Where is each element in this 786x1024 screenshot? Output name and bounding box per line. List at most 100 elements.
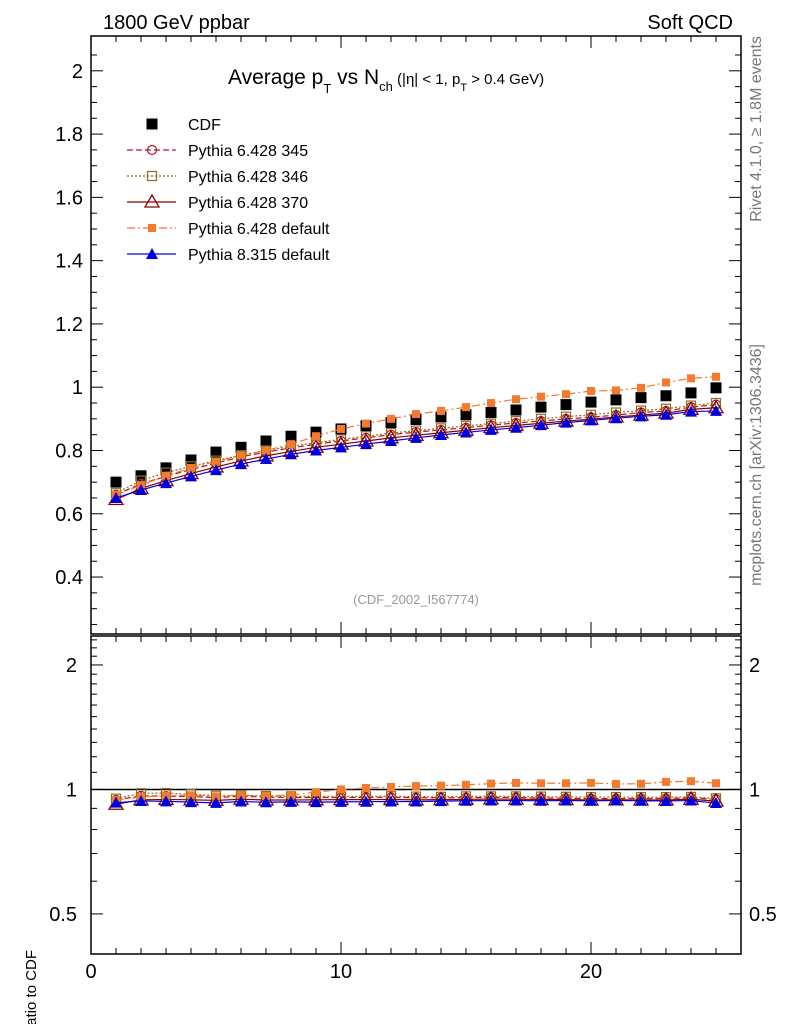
main-data-point: [637, 383, 645, 392]
main-data-point: [662, 378, 670, 387]
main-data-point: [710, 382, 722, 394]
y-tick-label: 1.4: [55, 251, 83, 273]
ratio-data-point: [310, 796, 322, 808]
y-tick-label: 0.6: [55, 504, 83, 526]
y-tick-label: 0.8: [55, 440, 83, 462]
main-data-point: [310, 444, 322, 456]
ratio-data-point: [662, 777, 670, 786]
ratio-data-point: [612, 779, 620, 788]
main-data-point: [362, 419, 370, 428]
main-data-point: [410, 431, 422, 443]
main-data-point: [410, 413, 422, 425]
main-data-point: [360, 438, 372, 450]
main-data-point: [235, 458, 247, 470]
ratio-data-point: [110, 796, 122, 808]
main-data-point: [460, 409, 472, 421]
main-data-point: [460, 426, 472, 438]
ratio-data-point: [637, 779, 645, 788]
legend-item: Pythia 6.428 345: [127, 143, 308, 160]
legend-item: Pythia 8.315 default: [127, 247, 330, 264]
ratio-data-point: [635, 794, 647, 806]
main-data-point: [685, 405, 697, 417]
main-data-point: [635, 392, 647, 404]
main-data-point: [485, 407, 497, 419]
ratio-data-point: [260, 796, 272, 808]
main-data-point: [187, 463, 195, 472]
ratio-data-point: [685, 794, 697, 806]
legend-marker: [148, 224, 156, 232]
ratio-data-point: [660, 794, 672, 806]
ratio-data-point: [710, 797, 722, 809]
legend-marker: [143, 193, 161, 208]
main-data-point: [510, 404, 522, 416]
ratio-data-point: [287, 790, 295, 799]
legend-label: Pythia 6.428 345: [188, 143, 308, 160]
main-data-point: [110, 476, 122, 488]
ratio-data-point: [512, 778, 520, 787]
y-tick-label: 2: [66, 655, 77, 677]
main-data-point: [435, 411, 447, 423]
main-data-point: [285, 448, 297, 460]
main-data-point: [437, 406, 445, 415]
legend-label: Pythia 6.428 370: [188, 195, 308, 212]
ratio-data-point: [460, 794, 472, 806]
legend-marker: [146, 118, 158, 130]
ratio-series-4: [110, 794, 722, 809]
legend-item: Pythia 6.428 default: [127, 221, 330, 238]
main-data-point: [287, 440, 295, 449]
main-data-point: [612, 386, 620, 395]
y-tick-label: 1: [66, 779, 77, 801]
main-data-point: [110, 491, 122, 503]
ratio-data-point: [560, 794, 572, 806]
analysis-id-label: (CDF_2002_I567774): [353, 592, 479, 607]
energy-label: 1800 GeV ppbar: [103, 12, 250, 34]
ratio-data-point: [585, 794, 597, 806]
main-data-point: [660, 408, 672, 420]
ratio-data-point: [362, 784, 370, 793]
ratio-data-point: [135, 794, 147, 806]
ratio-data-point: [385, 795, 397, 807]
ratio-data-point: [485, 794, 497, 806]
main-data-point: [462, 403, 470, 412]
main-axes: 0.4 0.6 0.8 1 1.2 1.4 1.6 1.8 2: [55, 36, 742, 634]
ratio-data-point: [435, 795, 447, 807]
main-data-point: [212, 457, 220, 466]
main-data-point: [135, 484, 147, 496]
main-data-point: [560, 416, 572, 428]
main-data-point: [610, 394, 622, 406]
ratio-data-point: [410, 795, 422, 807]
ratio-axes: 0 10 20 0.5 0.5 1 1 2 2: [49, 636, 777, 983]
ratio-data-point: [587, 778, 595, 787]
main-data-point: [535, 401, 547, 413]
x-tick-label: 20: [580, 961, 602, 983]
ratio-data-point: [237, 791, 245, 800]
main-data-point: [510, 421, 522, 433]
main-data-point: [435, 428, 447, 440]
y-tick-label: 1.8: [55, 124, 83, 146]
ratio-data-point: [387, 782, 395, 791]
y-tick-label-right: 0.5: [749, 904, 777, 926]
main-data-point: [537, 392, 545, 401]
ratio-data-point: [210, 796, 222, 808]
ratio-data-point: [487, 779, 495, 788]
mcplots-citation-label: mcplots.cern.ch [arXiv:1306.3436]: [748, 344, 765, 586]
main-data-point: [487, 399, 495, 408]
main-data-point: [712, 372, 720, 381]
y-tick-label: 0.4: [55, 567, 83, 589]
main-data-point: [535, 419, 547, 431]
ratio-data-point: [160, 795, 172, 807]
main-data-point: [210, 446, 222, 458]
rivet-version-label: Rivet 4.1.0, ≥ 1.8M events: [748, 36, 765, 222]
legend-marker: [146, 248, 158, 259]
main-series-group: [107, 372, 725, 506]
main-data-point: [235, 441, 247, 453]
category-label: Soft QCD: [647, 12, 733, 34]
main-data-point: [485, 423, 497, 435]
main-data-point: [337, 424, 345, 433]
ratio-data-point: [187, 791, 195, 800]
ratio-data-point: [412, 782, 420, 791]
main-data-point: [162, 471, 170, 480]
legend-item: Pythia 6.428 346: [127, 169, 308, 186]
chart-title: Average pT vs Nch (|η| < 1, pT > 0.4 GeV…: [228, 66, 544, 96]
